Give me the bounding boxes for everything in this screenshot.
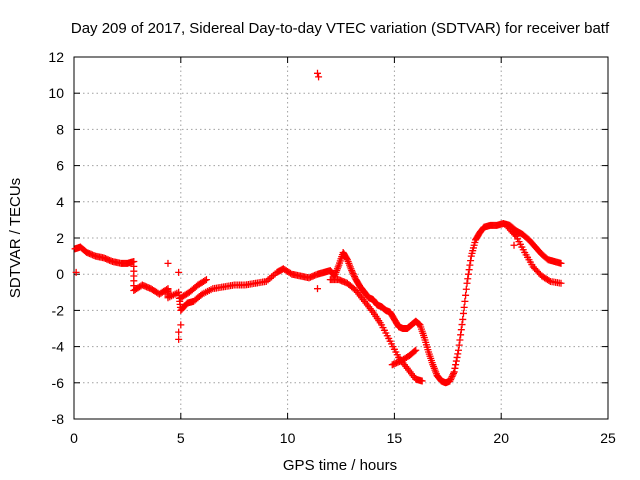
y-tick-label: 12 [48,49,64,65]
data-point [464,270,472,278]
data-point [351,273,359,281]
y-tick-label: -2 [52,302,65,318]
data-point [461,297,469,305]
data-point [453,353,461,361]
data-point [175,328,183,336]
data-point [315,73,323,81]
data-point [452,361,460,369]
data-point [466,261,474,269]
x-tick-label: 5 [177,430,185,446]
data-point [557,279,565,287]
x-tick-label: 10 [280,430,296,446]
grid-lines [74,57,608,419]
data-point [202,276,210,284]
data-point [454,350,462,358]
data-point [448,372,456,380]
data-point [457,326,465,334]
data-point [510,241,518,249]
data-point [177,321,185,329]
data-point [458,321,466,329]
data-point [454,346,462,354]
data-point [350,271,358,279]
y-tick-label: -8 [52,411,65,427]
x-tick-label: 15 [387,430,403,446]
data-point [343,255,351,263]
x-tick-label: 25 [600,430,616,446]
series-group [72,69,323,343]
data-point [462,291,470,299]
chart-title: Day 209 of 2017, Sidereal Day-to-day VTE… [71,20,610,37]
data-point [545,277,553,285]
data-points [71,69,565,387]
data-point [463,279,471,287]
series-group [71,220,565,387]
y-tick-label: -6 [52,375,65,391]
data-point [449,371,457,379]
data-point [175,335,183,343]
data-point [456,336,464,344]
data-point [460,303,468,311]
data-point [175,268,183,276]
data-point [450,368,458,376]
series-group [177,223,565,385]
data-point [446,377,454,385]
data-point [557,259,565,267]
data-point [314,69,322,77]
data-point [447,374,455,382]
data-point [457,331,465,339]
y-axis-label: SDTVAR / TECUs [7,178,24,298]
data-point [459,315,467,323]
x-tick-label: 0 [70,430,78,446]
x-axis-label: GPS time / hours [283,457,397,474]
y-tick-label: 6 [56,158,64,174]
x-tick-labels: 0 5 10 15 20 25 [70,430,616,446]
axis-ticks [73,56,609,420]
y-tick-label: 8 [56,121,64,137]
data-point [314,285,322,293]
y-tick-labels: -8 -6 -4 -2 0 2 4 6 8 10 12 [48,49,64,427]
y-tick-label: 10 [48,85,64,101]
y-tick-label: 4 [56,194,64,210]
data-point [411,347,419,355]
data-point [467,257,475,265]
data-point [459,309,467,317]
data-point [511,231,519,239]
data-point [447,375,455,383]
data-point [449,369,457,377]
data-point [349,270,357,278]
y-tick-label: 0 [56,266,64,282]
y-tick-label: -4 [52,339,65,355]
data-point [348,267,356,275]
data-point [462,285,470,293]
x-tick-label: 20 [493,430,509,446]
data-point [464,275,472,283]
data-point [455,341,463,349]
data-point [412,346,420,354]
data-point [452,357,460,365]
data-point [164,259,172,267]
y-tick-label: 2 [56,230,64,246]
data-point [451,364,459,372]
data-point [72,268,80,276]
data-point [465,266,473,274]
data-point [201,277,209,285]
data-point [418,377,426,385]
data-point [348,268,356,276]
